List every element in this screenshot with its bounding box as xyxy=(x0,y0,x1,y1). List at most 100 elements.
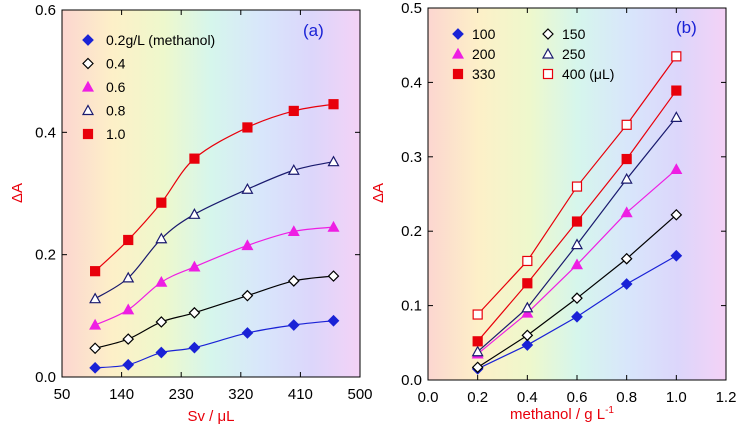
chart-b-series-6-point xyxy=(472,309,483,320)
chart-a-series-1-point xyxy=(155,346,168,359)
chart-a-legend: 0.2g/L (methanol) 0.4 0.6 0.8 1.0 xyxy=(81,32,215,142)
chart-a-series-4-point xyxy=(287,164,300,175)
chart-b-y-tick-label: 0.1 xyxy=(401,298,422,315)
chart-a-series-3-point xyxy=(122,303,135,315)
chart-a-y-tick-label: 0.4 xyxy=(35,124,56,141)
chart-a-legend-label-1: 0.2g/L (methanol) xyxy=(106,32,215,48)
chart-a-series-5-point xyxy=(90,266,101,277)
chart-a-legend-label-2: 0.4 xyxy=(106,56,126,72)
chart-b-series-1-point xyxy=(521,339,534,351)
chart-b-points xyxy=(471,51,683,375)
chart-a-series-3-point xyxy=(89,318,102,330)
chart-b-legend-label-5: 330 xyxy=(472,66,496,82)
chart-b-x-tick-label: 1.0 xyxy=(666,389,687,406)
chart-a-x-tick-label: 230 xyxy=(169,386,194,403)
chart-a-x-tick-label: 320 xyxy=(228,386,253,403)
chart-a-x-axis-label-main: Sv / xyxy=(187,408,217,425)
chart-a-series-5-point xyxy=(288,105,299,117)
chart-b-series-2-point xyxy=(571,292,583,305)
chart-b-series-6-point xyxy=(522,255,533,267)
chart-a-x-tick-label: 500 xyxy=(347,386,372,403)
chart-a-series-1-point xyxy=(89,361,101,374)
chart-a-series-5-point xyxy=(189,153,200,164)
chart-a-legend-marker-3 xyxy=(81,80,95,92)
chart-b-panel-label: (b) xyxy=(676,18,697,37)
chart-b-legend-marker-4 xyxy=(541,47,555,59)
chart-a-series-2-point xyxy=(287,275,300,287)
chart-b-series-4-point xyxy=(670,111,683,122)
chart-b-legend-marker-6 xyxy=(542,68,554,80)
chart-a-x-tick-label: 140 xyxy=(109,386,134,403)
chart-b-y-tick-label: 0.2 xyxy=(401,223,422,240)
chart-a-x-tick-label: 50 xyxy=(54,386,71,403)
chart-a-plot-area xyxy=(61,9,361,378)
chart-b-legend-label-6: 400 (μL) xyxy=(562,66,614,82)
chart-a-points xyxy=(89,99,340,374)
chart-a-x-axis-label-unit: μL xyxy=(218,408,235,425)
chart-a-series-4-point xyxy=(89,292,102,304)
chart-a-series-4-point xyxy=(241,182,254,194)
chart-a-series-4-point xyxy=(155,232,168,244)
chart-b-series-3-point xyxy=(570,258,584,270)
chart-b-series-3-point xyxy=(670,163,683,175)
chart-a-legend-marker-2 xyxy=(82,57,94,70)
chart-a-series-5-point xyxy=(328,99,339,110)
chart-b-series-6-point xyxy=(671,51,682,62)
chart-b-series-5-point xyxy=(522,278,533,289)
chart-b-x-tick-label: 1.2 xyxy=(716,389,737,406)
chart-a: 50 140 230 320 410 500 0.0 0.2 0.4 0.6 0.2g/L (me… xyxy=(9,2,373,425)
chart-a-series-1-point xyxy=(327,314,340,327)
chart-a-series-1-point xyxy=(188,341,201,354)
chart-a-y-tick-label: 0.0 xyxy=(35,369,56,386)
chart-b-y-tick-label: 0.5 xyxy=(401,0,422,17)
chart-b-series-4-point xyxy=(471,345,484,357)
chart-b-series-5-point xyxy=(472,336,483,347)
chart-b-series-5-point xyxy=(671,85,682,96)
chart-b-series-3-point xyxy=(620,206,633,218)
chart-a-series-3-point xyxy=(155,275,168,287)
chart-b-series-6-point xyxy=(621,119,632,130)
chart-a-x-axis-label: Sv / μL xyxy=(187,408,234,425)
chart-b-x-tick-label: 0.4 xyxy=(517,389,538,406)
chart-b-x-tick-label: 0.0 xyxy=(418,389,439,406)
chart-b-legend-marker-1 xyxy=(452,28,464,40)
chart-a-legend-label-5: 1.0 xyxy=(106,126,126,142)
chart-a-series-3-point xyxy=(327,220,340,232)
chart-a-series-3-point xyxy=(287,225,300,237)
chart-a-series-1-point xyxy=(287,319,300,331)
chart-b-series-2-point xyxy=(670,208,683,221)
chart-b-series-2-point xyxy=(471,361,484,374)
chart-a-y-axis-label: ΔA xyxy=(9,183,26,203)
chart-b-series-3-point xyxy=(521,306,534,318)
chart-b-x-axis-label-main: methanol / g L xyxy=(510,406,605,423)
chart-b-series-1-point xyxy=(670,249,683,262)
chart-a-series-2-point xyxy=(89,342,101,355)
chart-b-series-1-point xyxy=(571,310,583,323)
chart-a-series-2-point xyxy=(188,306,201,319)
chart-a-panel-label: (a) xyxy=(303,21,324,40)
chart-b-series-2-point xyxy=(620,252,633,265)
chart-a-series-5-point xyxy=(123,234,134,246)
chart-a-series-3-point xyxy=(188,260,201,272)
chart-a-series-3-point xyxy=(241,239,254,251)
chart-a-y-tick-label: 0.6 xyxy=(35,2,56,19)
chart-b-series-4-point xyxy=(620,172,633,184)
chart-b-series-4-point xyxy=(570,238,584,250)
chart-a-x-tick-label: 410 xyxy=(288,386,313,403)
chart-b-x-tick-label: 0.2 xyxy=(467,389,488,406)
chart-b-series-2-point xyxy=(521,329,534,342)
chart-a-series-2-point xyxy=(122,333,135,345)
chart-b-y-tick-label: 0.0 xyxy=(401,372,422,389)
chart-b-x-tick-label: 0.8 xyxy=(616,389,637,406)
chart-b-legend-marker-3 xyxy=(451,47,465,59)
chart-a-legend-marker-1 xyxy=(82,34,94,46)
chart-a-axes: 50 140 230 320 410 500 0.0 0.2 0.4 0.6 xyxy=(35,2,372,403)
chart-b-legend-label-3: 200 xyxy=(472,46,496,62)
chart-b-x-axis-label-sup: -1 xyxy=(605,405,614,416)
chart-b-series-5-point xyxy=(571,216,583,227)
chart-a-legend-label-4: 0.8 xyxy=(106,103,126,119)
chart-b-y-tick-label: 0.3 xyxy=(401,149,422,166)
chart-b-legend-marker-2 xyxy=(542,28,554,40)
chart-b-series-4-point xyxy=(521,301,534,313)
